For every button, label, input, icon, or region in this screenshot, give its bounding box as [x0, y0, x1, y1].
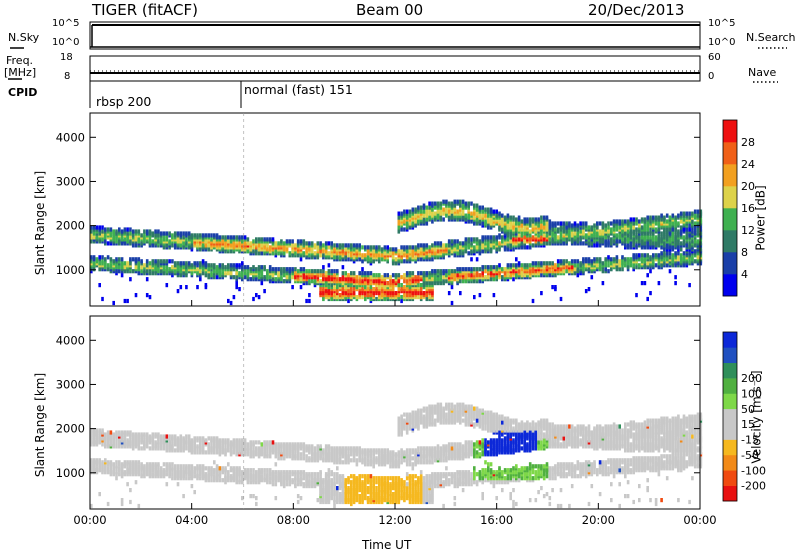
nsky-panel [89, 21, 701, 50]
freq-unit: [MHz] [4, 66, 37, 79]
power-colorbar-tick: 8 [741, 246, 748, 259]
velocity-colorbar-step [723, 424, 737, 440]
freq-tick-bottom: 8 [64, 71, 71, 82]
nave-tick-bottom: 0 [708, 71, 715, 82]
radar-title: TIGER (fitACF) [92, 1, 199, 19]
velocity-colorbar-step [723, 393, 737, 410]
power-ytick-label: 2000 [56, 219, 85, 233]
velocity-colorbar-step [723, 332, 737, 348]
nsearch-tick-bottom: 10^0 [708, 37, 736, 48]
nsearch-tick-top: 10^5 [708, 18, 736, 29]
time-xlabel: Time UT [362, 538, 412, 552]
nave-label: Nave [748, 66, 777, 79]
nsky-tick-bottom: 10^0 [52, 37, 80, 48]
nave-tick-top: 60 [708, 52, 721, 63]
nsky-tick-top: 10^5 [52, 18, 80, 29]
velocity-colorbar-step [723, 439, 737, 456]
power-colorbar-tick: 12 [741, 224, 755, 237]
power-ytick-label: 3000 [56, 174, 85, 188]
power-colorbar-step [723, 208, 737, 231]
velocity-colorbar-step [723, 347, 737, 364]
xtick-label: 20:00 [582, 513, 615, 527]
velocity-ytick-label: 2000 [56, 422, 85, 436]
xtick-label: 04:00 [175, 513, 208, 527]
xtick-label: 12:00 [378, 513, 411, 527]
velocity-colorbar-step [723, 454, 737, 471]
velocity-colorbar-tick: 100 [741, 387, 762, 400]
power-colorbar-step [723, 230, 737, 253]
velocity-heatmap-cells [90, 402, 703, 509]
freq-tick-top: 18 [60, 52, 73, 63]
velocity-ytick-label: 4000 [56, 333, 85, 347]
cpid-segment-normal: normal (fast) 151 [244, 82, 353, 97]
power-ytick-label: 1000 [56, 263, 85, 277]
date-title: 20/Dec/2013 [588, 1, 685, 19]
velocity-ytick-label: 1000 [56, 466, 85, 480]
nsky-label: N.Sky [8, 31, 40, 44]
velocity-colorbar-step [723, 362, 737, 379]
velocity-ytick-label: 3000 [56, 377, 85, 391]
power-colorbar-step [723, 274, 737, 297]
velocity-colorbar-tick: 200 [741, 372, 762, 385]
velocity-colorbar-step [723, 485, 737, 502]
velocity-colorbar-tick: 15 [741, 418, 755, 431]
power-colorbar-step [723, 120, 737, 143]
xtick-label: 00:00 [683, 513, 716, 527]
power-colorbar-step [723, 186, 737, 209]
power-colorbar-step [723, 252, 737, 275]
freq-label: Freq. [6, 54, 34, 67]
cpid-label: CPID [8, 86, 38, 99]
power-colorbar-tick: 4 [741, 268, 748, 281]
velocity-colorbar-tick: -100 [741, 464, 766, 477]
cpid-segment-rbsp: rbsp 200 [96, 94, 152, 109]
velocity-colorbar-tick: -50 [741, 449, 759, 462]
velocity-colorbar-tick: 50 [741, 403, 755, 416]
power-colorbar-step [723, 142, 737, 165]
xtick-label: 08:00 [277, 513, 310, 527]
power-ytick-label: 4000 [56, 130, 85, 144]
power-heatmap-cells [90, 199, 703, 306]
xtick-label: 16:00 [480, 513, 513, 527]
power-colorbar-tick: 24 [741, 158, 755, 171]
velocity-colorbar-step [723, 378, 737, 394]
power-colorbar-step [723, 164, 737, 187]
beam-title: Beam 00 [356, 1, 424, 19]
velocity-colorbar-step [723, 470, 737, 486]
power-colorbar-frame [722, 119, 738, 297]
velocity-colorbar-tick: -200 [741, 480, 766, 493]
nsearch-label: N.Search [746, 31, 796, 44]
velocity-colorbar-tick: -15 [741, 434, 759, 447]
power-colorbar-tick: 20 [741, 180, 755, 193]
power-colorbar-tick: 16 [741, 202, 755, 215]
velocity-colorbar-frame [722, 331, 738, 502]
velocity-colorbar-step [723, 408, 737, 425]
power-colorbar-tick: 28 [741, 136, 755, 149]
freq-panel [89, 55, 701, 82]
xtick-label: 00:00 [73, 513, 106, 527]
